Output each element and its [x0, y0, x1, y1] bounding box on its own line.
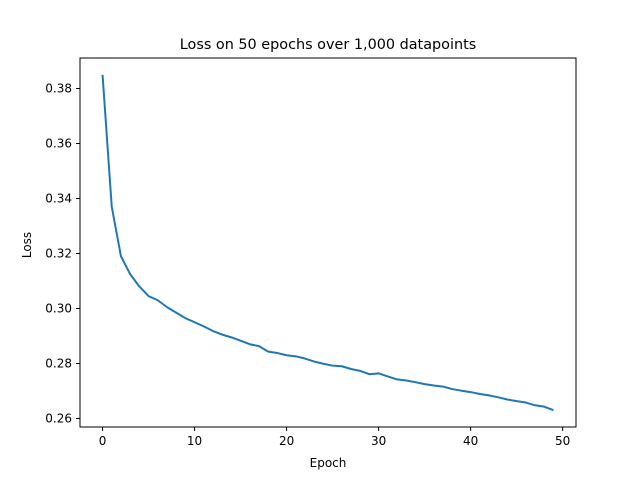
x-tick-label: 30	[371, 434, 386, 448]
y-tick-label: 0.36	[45, 137, 72, 151]
x-axis-label: Epoch	[310, 456, 347, 470]
y-tick-label: 0.38	[45, 82, 72, 96]
loss-series-line	[101, 74, 554, 412]
y-axis-label: Loss	[20, 232, 34, 258]
y-tick-label: 0.32	[45, 246, 72, 260]
x-tick-label: 40	[463, 434, 478, 448]
y-tick-label: 0.34	[45, 192, 72, 206]
plot-area: 0 10 20 30 40 50 0.26 0.28 0.30 0.32 0.34 0.36 0.38	[45, 57, 577, 448]
x-tick-label: 0	[99, 434, 107, 448]
chart-title: Loss on 50 epochs over 1,000 datapoints	[180, 37, 476, 53]
y-tick-label: 0.28	[45, 356, 72, 370]
x-tick-label: 10	[187, 434, 202, 448]
y-tick-label: 0.26	[45, 411, 72, 425]
y-tick-label: 0.30	[45, 301, 72, 315]
x-tick-label: 20	[279, 434, 294, 448]
x-tick-label: 50	[555, 434, 570, 448]
axes-frame	[79, 57, 577, 428]
